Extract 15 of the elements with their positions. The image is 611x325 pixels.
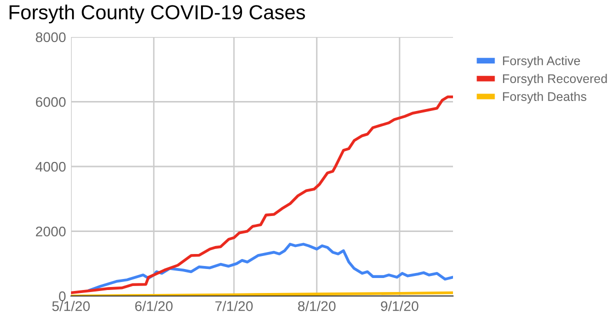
legend-label: Forsyth Active bbox=[503, 56, 580, 68]
chart-title: Forsyth County COVID-19 Cases bbox=[10, 4, 305, 24]
y-tick-label: 6000 bbox=[36, 97, 66, 107]
legend-label: Forsyth Recovered bbox=[503, 74, 607, 86]
y-tick-label: 0 bbox=[58, 291, 66, 302]
y-tick-label: 8000 bbox=[36, 32, 66, 42]
x-tick-label: 9/1/20 bbox=[380, 300, 418, 312]
x-tick-label: 5/1/20 bbox=[52, 300, 90, 312]
x-tick-label: 6/1/20 bbox=[135, 300, 173, 312]
legend-label: Forsyth Deaths bbox=[503, 92, 586, 104]
y-tick-label: 2000 bbox=[36, 226, 66, 236]
x-tick-label: 8/1/20 bbox=[298, 300, 336, 312]
line-series bbox=[88, 242, 453, 292]
x-tick-label: 7/1/20 bbox=[215, 300, 253, 312]
y-tick-label: 4000 bbox=[36, 162, 66, 172]
